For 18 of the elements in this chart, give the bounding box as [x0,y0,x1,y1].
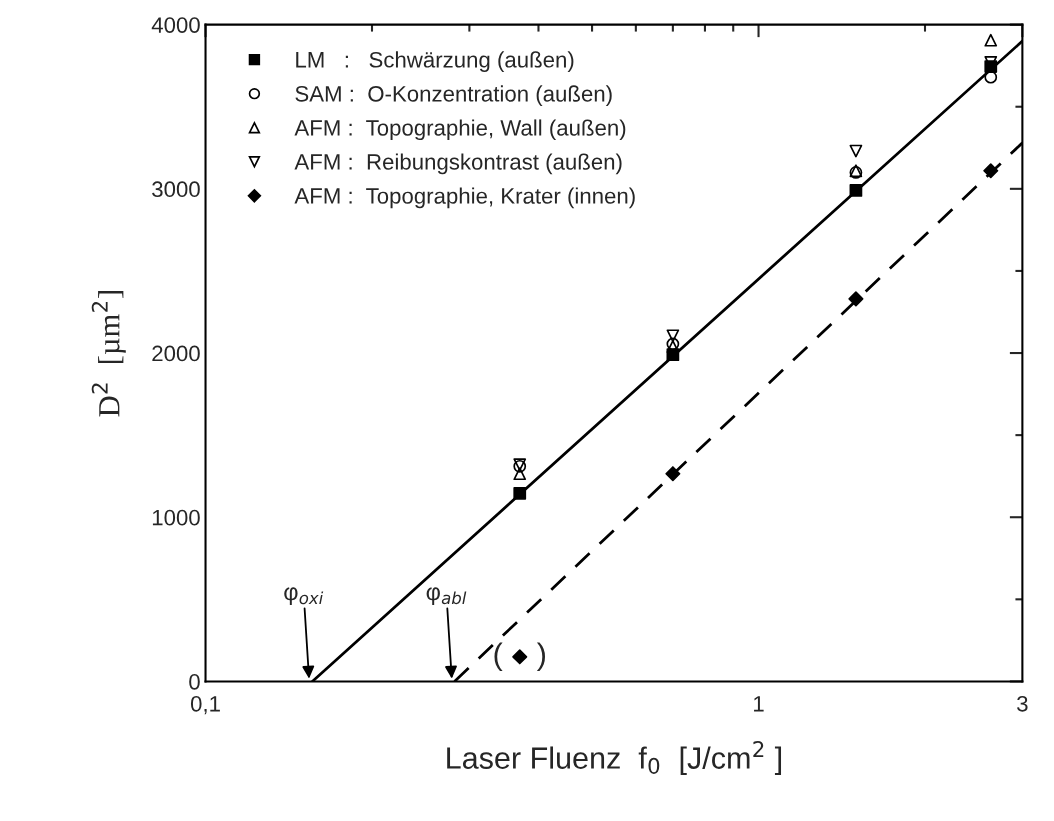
legend-label: AFM : Topographie, Krater (innen) [294,187,635,209]
annotation: φ$_{abl}$ [426,587,467,605]
x-axis-title: Laser Fluenz f$_{0}$ [J/cm$^{2}$ ] [447,741,782,775]
legend-label: AFM : Topographie, Wall (außen) [294,119,626,141]
legend-label: LM : Schwärzung (außen) [296,51,574,73]
y-tick-label: 0 [189,673,200,690]
legend-label: AFM : Reibungskontrast (außen) [294,153,622,175]
y-tick-label: 3000 [152,181,200,198]
x-tick-label: 1 [754,696,764,712]
legend-label: SAM : O-Konzentration (außen) [295,85,612,107]
x-tick-label: 0,1 [190,695,220,715]
annotation: φ$_{oxi}$ [284,587,324,605]
y-tick-label: 2000 [152,345,200,362]
y-axis-title: D$^{2}$ [µm$^{2}$] [91,291,126,417]
y-tick-label: 4000 [151,17,200,33]
x-tick-label: 3 [1017,695,1028,712]
annotation: ( ) [494,642,546,672]
y-tick-label: 1000 [152,509,200,526]
